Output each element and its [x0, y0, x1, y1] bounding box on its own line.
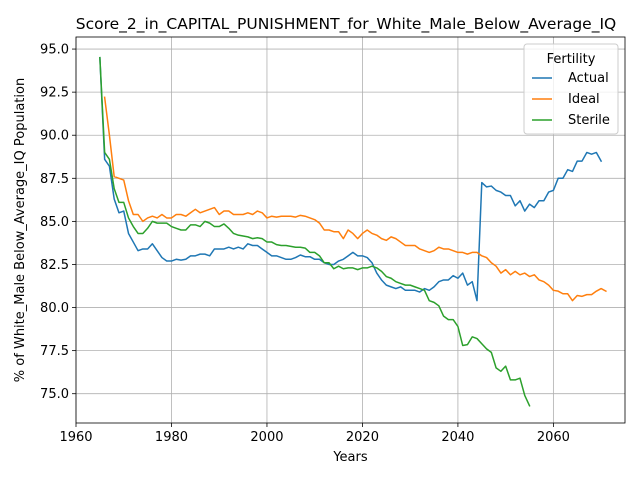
- legend-label-ideal: Ideal: [568, 92, 600, 107]
- x-axis-label: Years: [332, 450, 368, 465]
- legend-label-actual: Actual: [568, 71, 609, 86]
- x-tick-label: 2020: [346, 430, 379, 445]
- y-tick-label: 80.0: [40, 301, 69, 316]
- y-tick-label: 95.0: [40, 43, 69, 58]
- x-tick-label: 2040: [441, 430, 474, 445]
- y-tick-label: 82.5: [40, 258, 69, 273]
- y-tick-label: 92.5: [40, 86, 69, 101]
- y-tick-label: 90.0: [40, 129, 69, 144]
- chart-title: Score_2_in_CAPITAL_PUNISHMENT_for_White_…: [76, 15, 617, 34]
- y-tick-label: 77.5: [40, 344, 69, 359]
- x-tick-label: 1980: [155, 430, 188, 445]
- y-tick-label: 75.0: [40, 387, 69, 402]
- x-tick-label: 2000: [250, 430, 283, 445]
- y-tick-label: 85.0: [40, 215, 69, 230]
- legend-title: Fertility: [547, 52, 596, 67]
- y-tick-label: 87.5: [40, 172, 69, 187]
- x-tick-label: 2060: [537, 430, 570, 445]
- y-axis-label: % of White_Male Below_Average_IQ Populat…: [13, 78, 28, 382]
- legend-label-sterile: Sterile: [568, 113, 610, 128]
- x-tick-label: 1960: [59, 430, 92, 445]
- legend: Fertility Actual Ideal Sterile: [524, 44, 618, 134]
